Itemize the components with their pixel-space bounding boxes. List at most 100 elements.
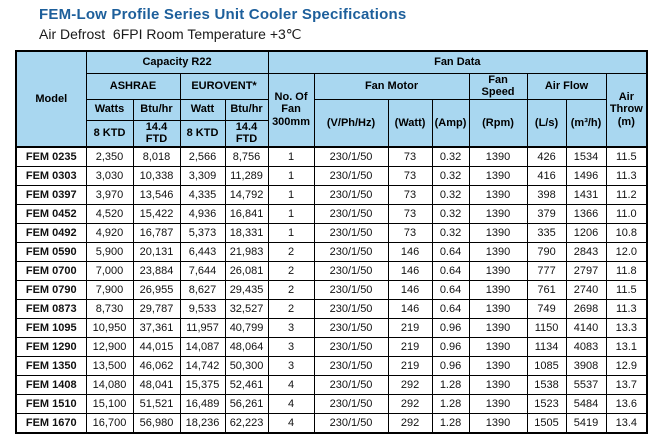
table-cell: 50,300 [224,356,269,377]
table-cell: 1390 [468,337,528,358]
table-cell: 15,100 [85,394,134,415]
model-cell: FEM 1350 [15,356,87,377]
table-cell: 44,015 [132,337,181,358]
table-cell: 230/1/50 [313,318,389,339]
table-cell: 5,373 [179,223,226,244]
table-cell: 73 [387,146,433,168]
table-cell: 219 [387,337,433,358]
table-cell: 292 [387,375,433,396]
col-header-voltage: (V/Ph/Hz) [313,98,389,148]
table-cell: 230/1/50 [313,261,389,282]
table-cell: 37,361 [132,318,181,339]
header-row-subgroups: ASHRAE EUROVENT* No. Of Fan 300mm Fan Mo… [16,72,648,148]
table-cell: 146 [387,242,433,263]
model-cell: FEM 0235 [15,146,87,168]
table-cell: 13,500 [85,356,134,377]
group-header-fan-data: Fan Data [267,50,648,74]
table-cell: 13,546 [132,185,181,206]
table-cell: 1 [267,166,315,187]
table-cell: 0.64 [431,261,470,282]
table-cell: 5484 [565,394,607,415]
table-cell: 11,289 [224,166,269,187]
col-header-ktd-ashrae: 8 KTD [85,119,134,148]
group-header-ashrae: ASHRAE [85,72,181,100]
table-cell: 26,081 [224,261,269,282]
table-cell: 1390 [468,242,528,263]
model-cell: FEM 0790 [15,280,87,301]
table-row: FEM 1290 12,900 44,015 14,087 48,064 3 230/1/5… [15,337,648,358]
table-cell: 0.32 [431,166,470,187]
model-cell: FEM 1095 [15,318,87,339]
table-cell: 16,787 [132,223,181,244]
table-cell: 1534 [565,146,607,168]
table-cell: 0.64 [431,280,470,301]
table-cell: 1.28 [431,375,470,396]
table-cell: 46,062 [132,356,181,377]
table-cell: 1390 [468,280,528,301]
table-cell: 73 [387,223,433,244]
table-row: FEM 1510 15,100 51,521 16,489 56,261 4 230/1/5… [15,394,648,415]
table-cell: 1366 [565,204,607,225]
table-cell: 1 [267,185,315,206]
col-header-amp: (Amp) [431,98,470,148]
table-cell: 2 [267,299,315,320]
table-cell: 0.32 [431,204,470,225]
table-cell: 3,970 [85,185,134,206]
table-cell: 146 [387,299,433,320]
table-cell: 10,950 [85,318,134,339]
table-cell: 4 [267,375,315,396]
table-cell: 14,080 [85,375,134,396]
table-cell: 13.4 [605,413,648,434]
table-cell: 0.96 [431,356,470,377]
table-cell: 761 [526,280,567,301]
table-cell: 56,261 [224,394,269,415]
table-cell: 230/1/50 [313,204,389,225]
table-cell: 3 [267,356,315,377]
table-row: FEM 0235 2,350 8,018 2,566 8,756 1 230/1/50 73 0… [15,146,648,168]
table-cell: 48,064 [224,337,269,358]
model-cell: FEM 0303 [15,166,87,187]
col-header-ktd-eurovent: 8 KTD [179,119,226,148]
table-cell: 2843 [565,242,607,263]
spec-table: Model Capacity R22 Fan Data ASHRAE EUROV… [15,50,649,434]
table-cell: 2740 [565,280,607,301]
table-cell: 2,350 [85,146,134,168]
table-cell: 73 [387,166,433,187]
table-cell: 230/1/50 [313,166,389,187]
table-cell: 1390 [468,413,528,434]
table-cell: 29,787 [132,299,181,320]
table-cell: 4,335 [179,185,226,206]
table-cell: 14,087 [179,337,226,358]
table-cell: 4083 [565,337,607,358]
table-cell: 12.9 [605,356,648,377]
col-header-btuhr-ashrae: Btu/hr [132,98,181,121]
table-cell: 12,900 [85,337,134,358]
model-cell: FEM 0397 [15,185,87,206]
model-cell: FEM 1670 [15,413,87,434]
table-cell: 14,792 [224,185,269,206]
table-cell: 21,983 [224,242,269,263]
table-cell: 219 [387,356,433,377]
table-cell: 56,980 [132,413,181,434]
table-cell: 18,331 [224,223,269,244]
table-cell: 416 [526,166,567,187]
table-cell: 1390 [468,166,528,187]
table-cell: 15,422 [132,204,181,225]
table-cell: 73 [387,204,433,225]
table-cell: 2 [267,242,315,263]
col-header-ftd-ashrae: 14.4 FTD [132,119,181,148]
table-cell: 1134 [526,337,567,358]
table-cell: 7,900 [85,280,134,301]
table-cell: 8,730 [85,299,134,320]
table-cell: 5,900 [85,242,134,263]
col-header-no-of-fan: No. Of Fan 300mm [267,72,315,148]
table-cell: 7,000 [85,261,134,282]
table-cell: 11,957 [179,318,226,339]
col-header-motor-watt: (Watt) [387,98,433,148]
table-cell: 16,700 [85,413,134,434]
table-cell: 2698 [565,299,607,320]
table-cell: 1390 [468,146,528,168]
col-header-ftd-eurovent: 14.4 FTD [224,119,269,148]
table-cell: 26,955 [132,280,181,301]
table-cell: 10.8 [605,223,648,244]
